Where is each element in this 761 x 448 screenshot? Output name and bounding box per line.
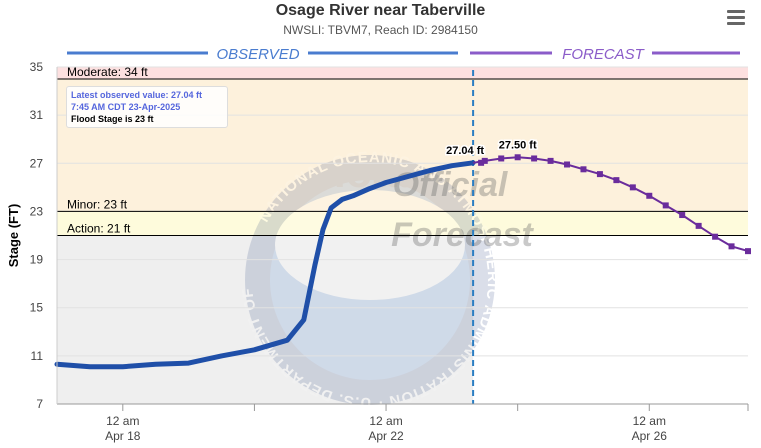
moderate-band [57,67,748,80]
threshold-label-action: Action: 21 ft [67,222,131,236]
x-tick-label: 12 am [369,414,402,428]
chart-title: Osage River near Taberville [275,2,486,19]
data-annotation: 27.50 ft [499,139,537,151]
threshold-label-moderate: Moderate: 34 ft [67,65,148,79]
forecast-point [728,243,735,250]
forecast-point [564,161,571,168]
forecast-point [712,233,719,240]
forecast-point [580,166,587,173]
y-tick-label: 19 [30,253,44,267]
forecast-point [679,212,686,219]
forecast-point [596,171,603,178]
observed-series-line [54,160,476,370]
tooltip-latest-value: Latest observed value: 27.04 ft [71,90,203,100]
svg-text:Official: Official [393,166,509,204]
forecast-point [662,202,669,209]
forecast-point [629,184,636,191]
forecast-point [531,155,538,162]
y-tick-label: 11 [31,349,44,363]
forecast-section-label: FORECAST [562,46,646,63]
y-tick-label: 31 [30,108,44,122]
forecast-point [498,155,505,162]
y-tick-label: 7 [36,397,43,411]
data-annotation: 27.04 ft [446,145,484,157]
x-tick-label: 12 am [106,414,139,428]
observed-section-label: OBSERVED [216,46,299,63]
y-tick-label: 23 [30,204,44,218]
forecast-point [695,222,702,229]
menu-icon[interactable] [727,10,745,28]
y-axis-label: Stage (FT) [6,204,21,268]
forecast-point [478,159,485,166]
forecast-point [547,157,554,164]
x-tick-date-label: Apr 26 [632,429,668,443]
forecast-point [481,157,488,164]
forecast-point [514,154,521,161]
x-tick-label: 12 am [633,414,666,428]
tooltip-flood-stage: Flood Stage is 23 ft [71,114,154,124]
chart-subtitle: NWSLI: TBVM7, Reach ID: 2984150 [283,23,478,37]
x-tick-date-label: Apr 18 [105,429,141,443]
y-tick-label: 27 [30,156,44,170]
x-tick-date-label: Apr 22 [368,429,404,443]
forecast-point [613,177,620,184]
threshold-label-minor: Minor: 23 ft [67,197,128,211]
forecast-point [646,192,653,199]
y-tick-label: 15 [30,301,44,315]
tooltip-latest-time: 7:45 AM CDT 23-Apr-2025 [71,102,181,112]
observed-background [57,235,474,404]
latest-value-tooltip: Latest observed value: 27.04 ft 7:45 AM … [66,86,228,128]
forecast-point [745,248,751,255]
y-tick-label: 35 [30,60,44,74]
action-band [57,211,748,236]
